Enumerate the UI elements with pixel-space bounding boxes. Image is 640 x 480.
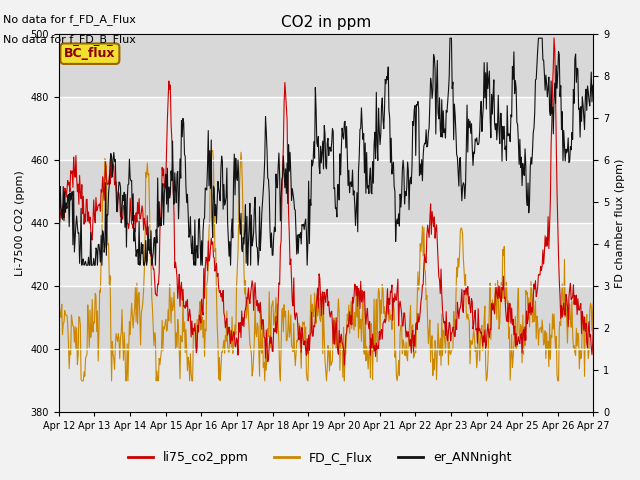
Text: BC_flux: BC_flux <box>64 47 116 60</box>
Legend: li75_co2_ppm, FD_C_Flux, er_ANNnight: li75_co2_ppm, FD_C_Flux, er_ANNnight <box>124 446 516 469</box>
Title: CO2 in ppm: CO2 in ppm <box>281 15 371 30</box>
Y-axis label: FD chamber flux (ppm): FD chamber flux (ppm) <box>615 158 625 288</box>
Text: No data for f_FD_B_Flux: No data for f_FD_B_Flux <box>3 34 136 45</box>
Bar <box>59 160 593 223</box>
Bar <box>59 34 593 97</box>
Bar <box>59 97 593 160</box>
Text: No data for f_FD_A_Flux: No data for f_FD_A_Flux <box>3 14 136 25</box>
Bar <box>59 223 593 286</box>
Bar <box>59 286 593 349</box>
Bar <box>59 349 593 412</box>
Y-axis label: Li-7500 CO2 (ppm): Li-7500 CO2 (ppm) <box>15 170 25 276</box>
